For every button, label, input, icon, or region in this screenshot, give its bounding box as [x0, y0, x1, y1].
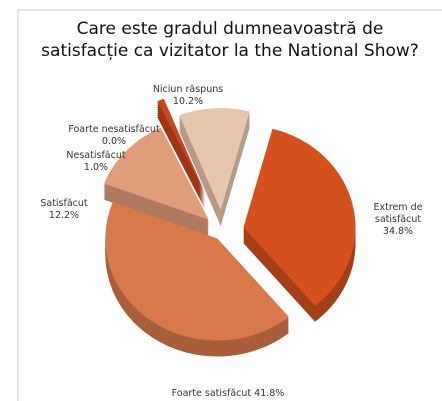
slice-side — [157, 114, 206, 210]
value-label: 10.2% — [172, 96, 204, 107]
value-label: 34.8% — [382, 226, 414, 237]
slice-side — [157, 106, 206, 202]
slice-side — [157, 104, 206, 200]
slice-side — [157, 100, 206, 196]
category-label: Extrem de satisfăcut — [373, 202, 423, 225]
category-label: Foarte satisfăcut — [171, 388, 252, 399]
slice-side — [157, 110, 206, 206]
slice — [104, 127, 209, 220]
slice — [179, 108, 250, 211]
value-label: 12.2% — [48, 210, 80, 221]
data-label: Niciun răspuns 10.2% — [148, 84, 228, 108]
slice-tops — [104, 88, 356, 341]
value-label: 41.8% — [254, 388, 285, 399]
slice — [243, 128, 356, 306]
slice — [105, 202, 289, 341]
title-line: Care este gradul dumneavoastră de — [76, 19, 384, 39]
category-label: Nesatisfăcut — [66, 150, 126, 161]
category-label: Satisfăcut — [40, 198, 88, 209]
slice-side — [157, 102, 206, 198]
data-label: Extrem de satisfăcut 34.8% — [368, 202, 428, 238]
value-label: 1.0% — [83, 162, 109, 173]
chart-title: Care este gradul dumneavoastră de satisf… — [18, 18, 442, 62]
data-label: Foarte nesatisfăcut 0.0% — [64, 124, 164, 148]
data-label: Satisfăcut 12.2% — [34, 198, 94, 222]
slice-side — [157, 108, 206, 204]
slice-side — [157, 112, 206, 208]
data-label: Nesatisfăcut 1.0% — [56, 150, 136, 174]
slice — [157, 98, 206, 194]
data-label: Foarte satisfăcut 41.8% — [148, 388, 308, 400]
title-line: satisfacție ca vizitator la the National… — [41, 41, 419, 61]
category-label: Foarte nesatisfăcut — [68, 124, 160, 135]
value-label: 0.0% — [101, 136, 127, 147]
category-label: Niciun răspuns — [152, 84, 224, 95]
